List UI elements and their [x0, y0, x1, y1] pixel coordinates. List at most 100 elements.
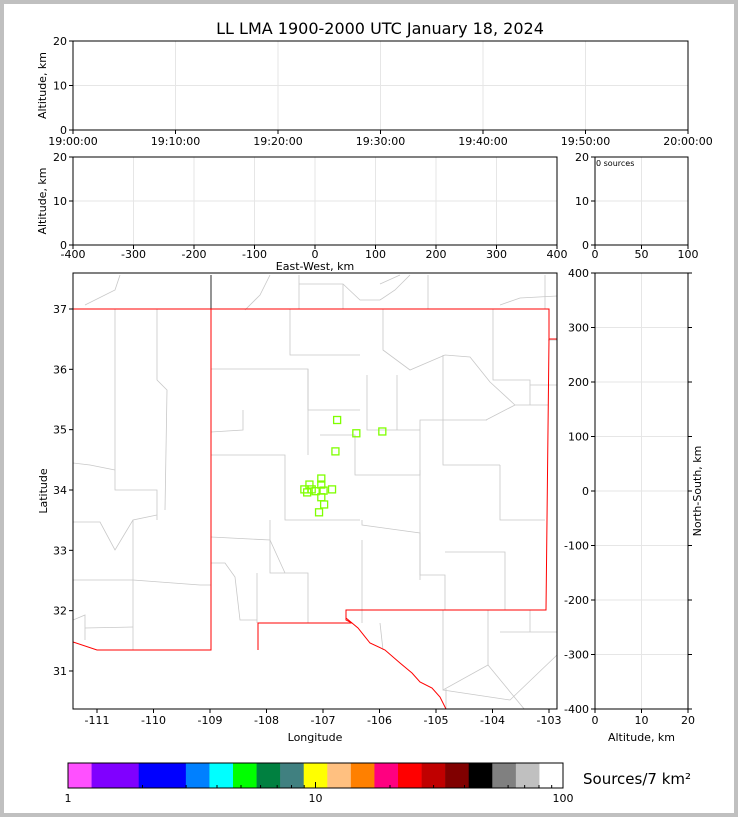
east-west-axis-tick-label: -200	[182, 248, 207, 261]
colorbar-swatch	[233, 763, 257, 788]
county-boundary	[485, 404, 548, 421]
state-border-south	[257, 338, 550, 650]
count-axis-tick-label: 100	[678, 248, 699, 261]
north-south-axis-tick-label: -200	[564, 594, 589, 607]
colorbar-swatch	[398, 763, 422, 788]
county-boundary	[289, 309, 360, 356]
county-boundary	[210, 410, 244, 433]
count-axis-tick-label: 0	[592, 248, 599, 261]
north-south-axis-tick-label: -400	[564, 703, 589, 716]
north-south-axis-tick-label: 0	[582, 485, 589, 498]
count-axis-tick-label: 50	[635, 248, 649, 261]
ns-altitude-axis-tick-label: 0	[592, 714, 599, 727]
lightning-source-point	[332, 415, 342, 425]
colorbar-label: Sources/7 km²	[583, 770, 691, 788]
latitude-axis-tick-label: 36	[53, 363, 67, 376]
latitude-axis-tick-label: 35	[53, 424, 67, 437]
east-west-axis-label: East-West, km	[276, 260, 354, 273]
colorbar-swatch	[91, 763, 140, 788]
colorbar-swatch	[445, 763, 470, 788]
lightning-source-point	[327, 485, 337, 494]
longitude-axis-tick-label: -108	[254, 714, 279, 727]
longitude-axis-tick-label: -105	[424, 714, 449, 727]
county-boundary	[366, 375, 420, 431]
longitude-axis-tick-label: -111	[85, 714, 110, 727]
histogram-altitude-axis-tick-label: 0	[582, 239, 589, 252]
lightning-source-point	[319, 500, 329, 509]
colorbar-swatch	[374, 763, 399, 788]
colorbar-swatch	[327, 763, 352, 788]
colorbar-tick-label: 10	[309, 792, 323, 805]
colorbar-swatch	[468, 763, 493, 788]
lightning-source-point	[378, 427, 387, 436]
colorbar-swatch	[256, 763, 281, 788]
time-axis-tick-label: 20:00:00	[663, 135, 712, 148]
time-axis-tick-label: 19:00:00	[48, 135, 97, 148]
lightning-source-point	[311, 487, 320, 496]
longitude-axis-tick-label: -109	[198, 714, 223, 727]
altitude-axis-tick-label: 20	[53, 35, 67, 48]
colorbar-swatch	[421, 763, 446, 788]
north-south-axis-tick-label: 300	[568, 322, 589, 335]
county-boundary	[382, 309, 516, 406]
colorbar-tick-label: 100	[553, 792, 574, 805]
east-west-axis-tick-label: -100	[242, 248, 267, 261]
county-boundary	[84, 274, 121, 306]
north-south-axis-tick-label: 400	[568, 267, 589, 280]
state-border-north	[73, 308, 557, 340]
ns-altitude-axis-tick-label: 10	[635, 714, 649, 727]
lightning-source-point	[305, 480, 314, 489]
county-boundary	[211, 454, 360, 521]
east-west-axis-tick-label: 100	[365, 248, 386, 261]
time-axis-tick-label: 19:50:00	[561, 135, 610, 148]
time-axis-tick-label: 19:30:00	[356, 135, 405, 148]
county-boundary	[442, 355, 500, 466]
ns-altitude-axis-label: Altitude, km	[608, 731, 675, 744]
latitude-axis-tick-label: 32	[53, 605, 67, 618]
county-boundary	[445, 551, 506, 610]
longitude-axis-tick-label: -110	[141, 714, 166, 727]
county-boundary	[156, 309, 168, 511]
latitude-axis-label: Latitude	[37, 468, 50, 514]
colorbar-swatch	[350, 763, 375, 788]
colorbar-swatch	[138, 763, 187, 788]
east-west-axis-tick-label: 400	[547, 248, 568, 261]
altitude-time-panel	[72, 40, 689, 131]
colorbar-swatch	[515, 763, 540, 788]
lightning-source-point	[303, 488, 312, 497]
altitude-axis-tick-label: 0	[60, 239, 67, 252]
county-boundary	[211, 562, 257, 621]
north-south-axis-tick-label: -300	[564, 649, 589, 662]
colorbar-swatch	[185, 763, 210, 788]
ns-altitude-axis-tick-label: 20	[681, 714, 695, 727]
north-south-axis-tick-label: 100	[568, 431, 589, 444]
plan-view-panel	[72, 272, 558, 710]
north-south-panel	[594, 272, 689, 710]
time-axis-tick-label: 19:10:00	[151, 135, 200, 148]
county-boundary	[73, 579, 211, 586]
altitude-ew-panel	[72, 156, 558, 246]
altitude-axis-label: Altitude, km	[36, 52, 49, 119]
lightning-source-point	[331, 447, 340, 456]
altitude-axis-tick-label: 20	[53, 151, 67, 164]
colorbar-swatch	[280, 763, 305, 788]
colorbar-tick-label: 1	[65, 792, 72, 805]
county-boundary	[114, 309, 158, 520]
latitude-axis-tick-label: 33	[53, 544, 67, 557]
county-boundary	[299, 274, 411, 301]
county-boundary	[442, 654, 557, 701]
east-west-axis-tick-label: -400	[61, 248, 86, 261]
county-boundary	[73, 514, 158, 551]
lightning-source-point	[314, 508, 324, 517]
lightning-source-point	[317, 480, 326, 489]
figure-title: LL LMA 1900-2000 UTC January 18, 2024	[216, 19, 544, 38]
histogram-panel	[594, 156, 689, 246]
latitude-axis-tick-label: 31	[53, 665, 67, 678]
longitude-axis-label: Longitude	[288, 731, 343, 744]
county-boundary	[442, 610, 525, 709]
county-boundary	[73, 614, 86, 640]
county-boundary	[320, 419, 487, 476]
altitude-axis-tick-label: 10	[53, 80, 67, 93]
time-axis-tick-label: 19:40:00	[458, 135, 507, 148]
